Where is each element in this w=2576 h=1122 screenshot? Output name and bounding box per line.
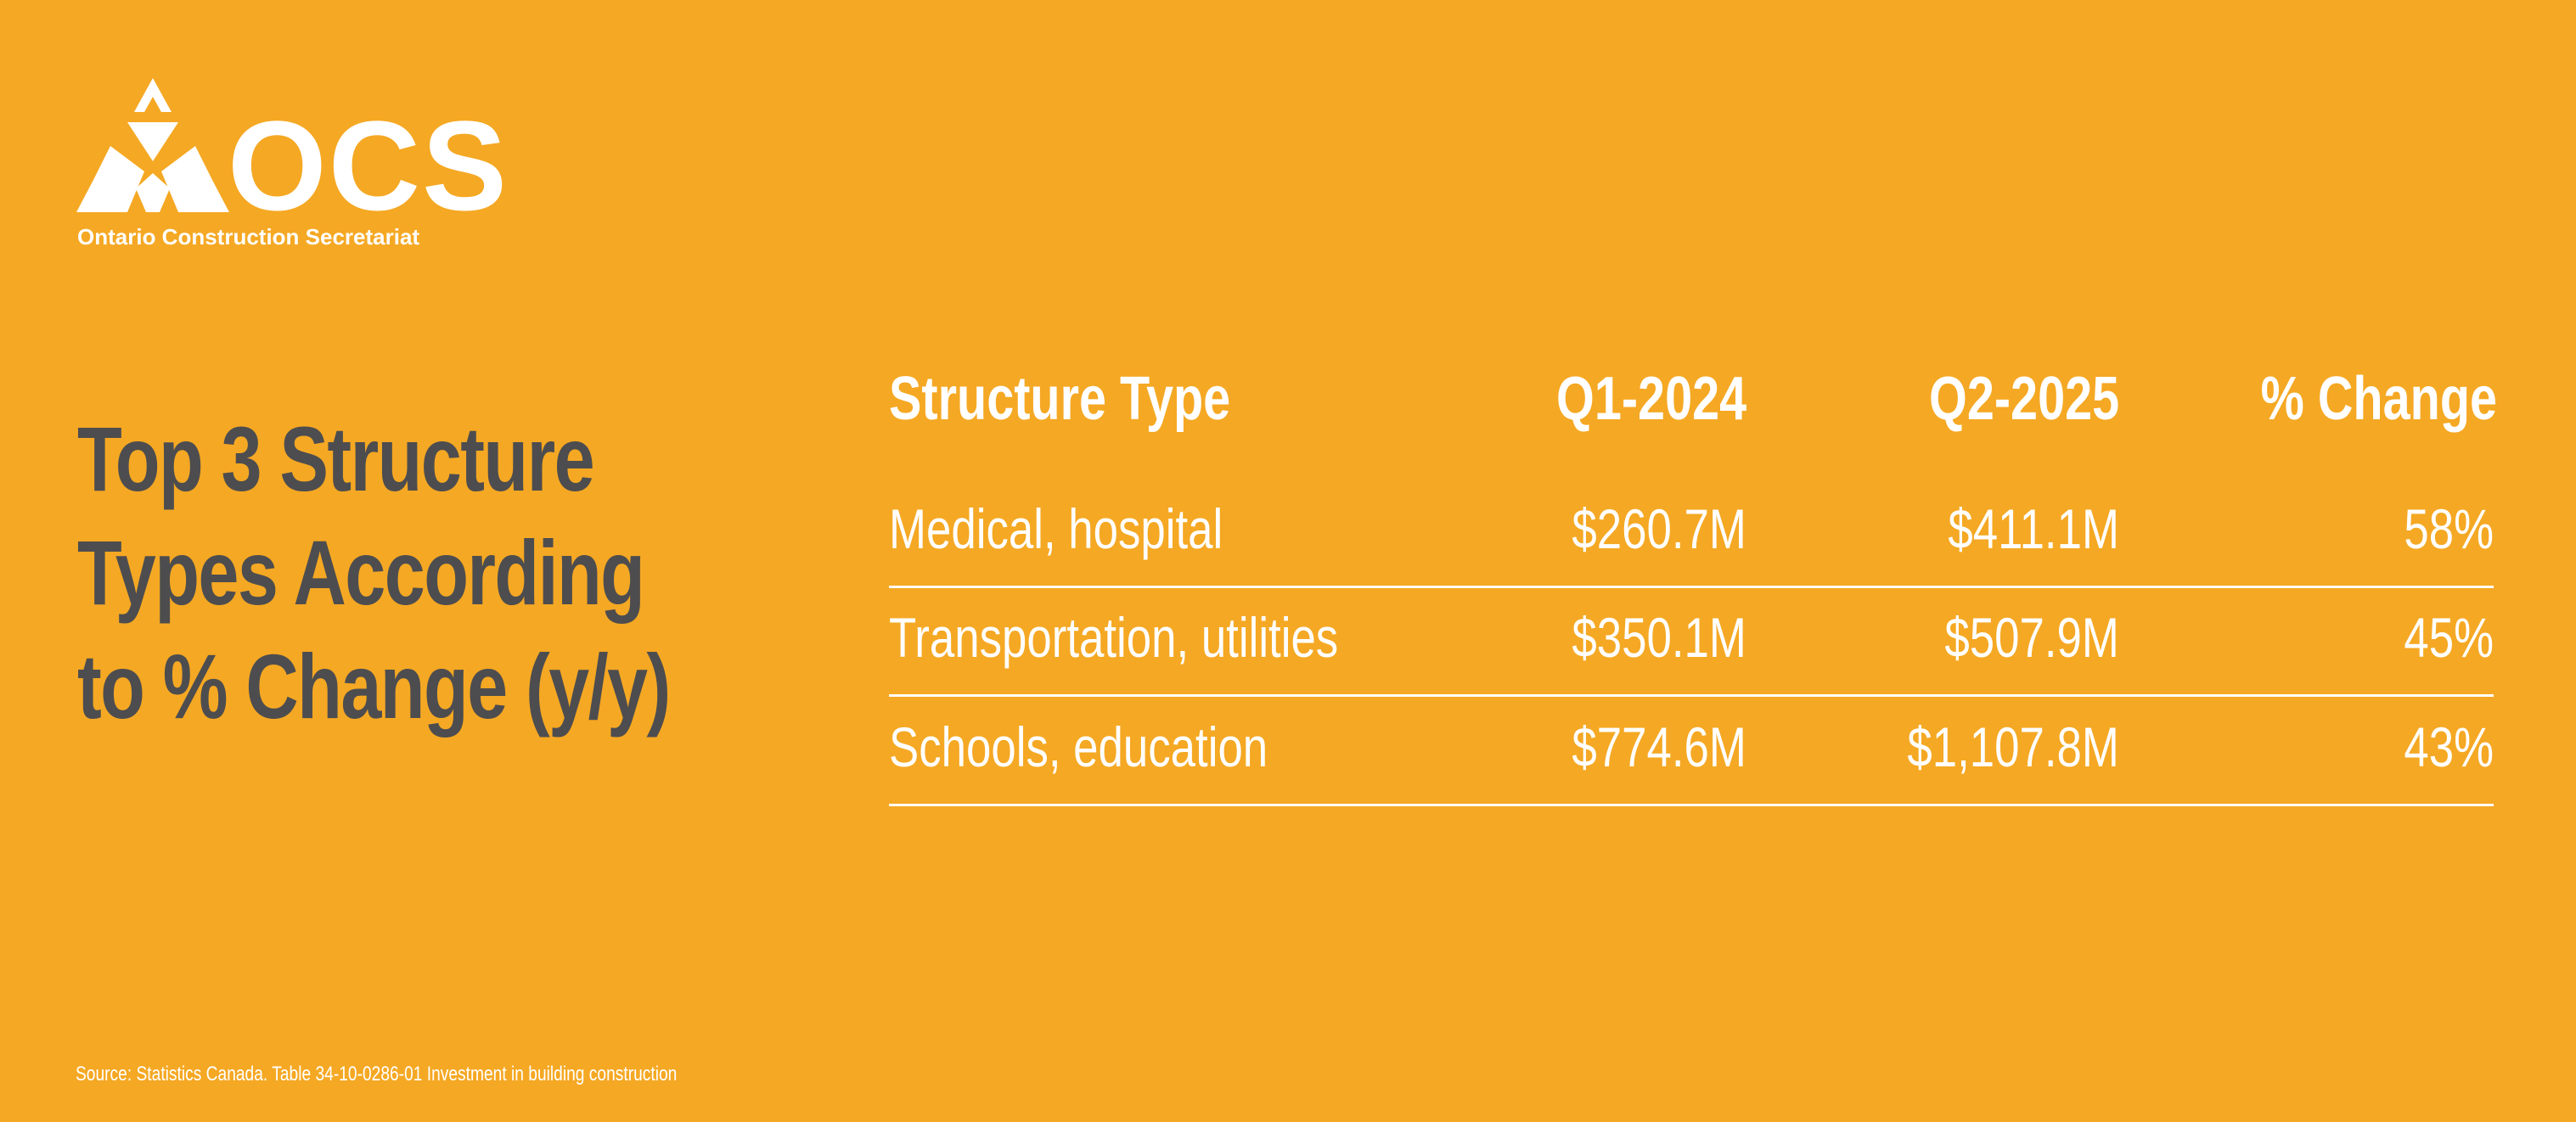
table-cell: $260.7M [1572, 497, 1746, 560]
row-divider [889, 586, 2494, 588]
title-line: Types According [77, 521, 645, 624]
row-divider [889, 694, 2494, 697]
column-header: % Change [2260, 365, 2497, 433]
table-cell: $411.1M [1948, 497, 2119, 560]
source-note: Source: Statistics Canada. Table 34-10-0… [76, 1063, 678, 1086]
table-cell: 43% [2404, 715, 2494, 778]
table-cell: 45% [2404, 606, 2494, 669]
table-cell: $350.1M [1572, 606, 1746, 669]
title-line: Top 3 Structure [77, 407, 595, 510]
table-cell: $1,107.8M [1907, 715, 2119, 778]
row-divider [889, 804, 2494, 806]
logo-icon [76, 78, 229, 212]
table-cell: Transportation, utilities [889, 606, 1339, 669]
table-cell: $507.9M [1944, 606, 2119, 669]
table-cell: Schools, education [889, 715, 1268, 778]
organization-name: Ontario Construction Secretariat [77, 224, 420, 250]
table-cell: $774.6M [1572, 715, 1746, 778]
column-header: Structure Type [889, 365, 1231, 433]
table-cell: 58% [2404, 497, 2494, 560]
logo-text: OCS [228, 94, 509, 237]
title-line: to % Change (y/y) [77, 635, 671, 738]
column-header: Q1-2024 [1555, 365, 1746, 433]
table-cell: Medical, hospital [889, 497, 1223, 560]
column-header: Q2-2025 [1928, 365, 2119, 433]
